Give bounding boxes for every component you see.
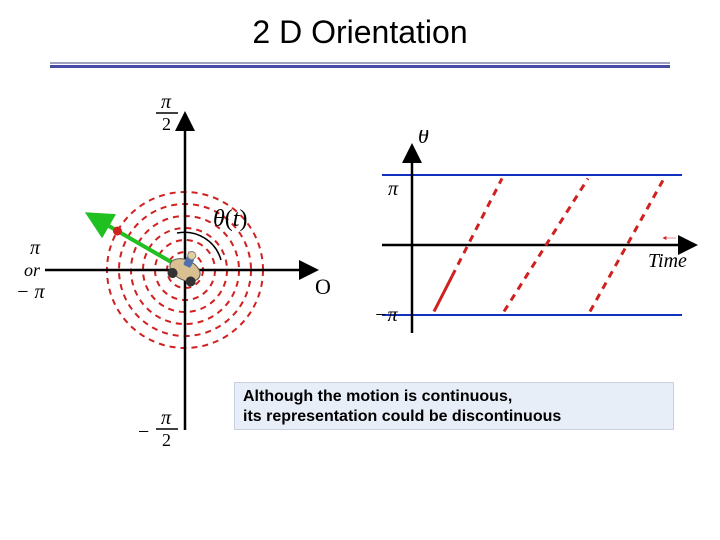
y-bot-num: π bbox=[161, 407, 172, 429]
plot-segment bbox=[434, 276, 452, 311]
angle-marker bbox=[113, 227, 122, 236]
y-axis-label: θ bbox=[418, 130, 429, 148]
x-left-mid: or bbox=[24, 260, 41, 280]
plot-segment bbox=[452, 179, 502, 277]
caption-line-1: Although the motion is continuous, bbox=[243, 387, 665, 407]
slide-title: 2 D Orientation bbox=[0, 14, 720, 51]
y-bot-tick: −π bbox=[374, 304, 398, 326]
y-bot-den: 2 bbox=[162, 430, 171, 450]
x-left-bot: − π bbox=[16, 281, 45, 303]
angle-label: θ(t) bbox=[213, 206, 247, 232]
x-left-top: π bbox=[30, 237, 41, 259]
slide: 2 D Orientation Oθ(t)π2−π2πor− π θTimeπ−… bbox=[0, 0, 720, 540]
y-top-num: π bbox=[161, 91, 172, 113]
y-bot-sign: − bbox=[138, 421, 149, 443]
right-diagram: θ Time π −π bbox=[360, 130, 700, 360]
caption-box: Although the motion is continuous, its r… bbox=[234, 382, 674, 430]
origin-label: O bbox=[315, 274, 331, 299]
y-top-tick: π bbox=[388, 178, 399, 200]
caption-line-2: its representation could be discontinuou… bbox=[243, 407, 665, 427]
y-top-den: 2 bbox=[162, 114, 171, 134]
title-underline bbox=[50, 62, 670, 66]
x-axis-label: Time bbox=[648, 250, 687, 272]
center-object bbox=[165, 245, 208, 288]
